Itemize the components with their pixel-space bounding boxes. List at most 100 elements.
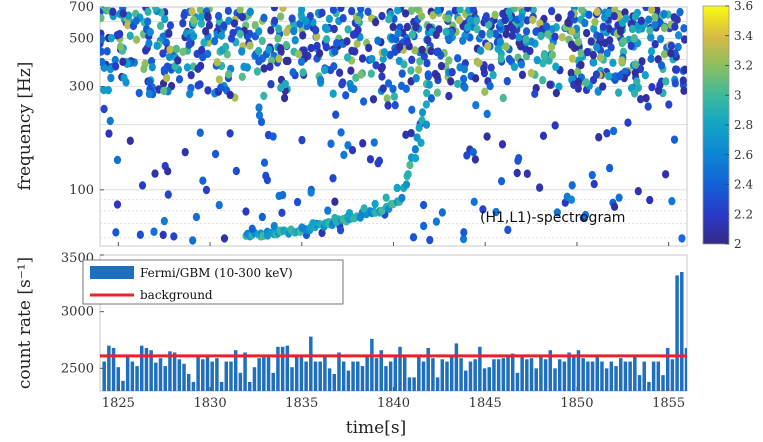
trigger-point bbox=[510, 62, 519, 72]
count-bar bbox=[121, 380, 125, 391]
trigger-point bbox=[526, 46, 534, 56]
ytick-label: 100 bbox=[69, 183, 94, 198]
trigger-point bbox=[278, 208, 286, 217]
trigger-point bbox=[445, 56, 453, 65]
count-bar bbox=[459, 358, 463, 391]
trigger-point bbox=[681, 65, 687, 74]
trigger-point bbox=[670, 13, 678, 22]
count-bar bbox=[210, 361, 214, 391]
trigger-point bbox=[145, 89, 153, 99]
trigger-point bbox=[539, 76, 547, 85]
trigger-point bbox=[165, 52, 174, 62]
trigger-point bbox=[515, 154, 523, 163]
trigger-point bbox=[427, 46, 435, 56]
trigger-point bbox=[194, 64, 202, 74]
trigger-point bbox=[454, 79, 462, 89]
trigger-point bbox=[481, 14, 490, 23]
trigger-point bbox=[427, 94, 436, 103]
trigger-point bbox=[172, 44, 181, 54]
count-bar bbox=[388, 361, 393, 391]
trigger-point bbox=[374, 36, 382, 45]
colorbar-tick-label: 2 bbox=[734, 237, 742, 251]
trigger-point bbox=[217, 83, 225, 92]
trigger-point bbox=[275, 54, 283, 63]
count-bar bbox=[614, 366, 618, 391]
trigger-point bbox=[501, 15, 509, 25]
trigger-point bbox=[680, 86, 687, 95]
trigger-point bbox=[331, 197, 339, 206]
trigger-point bbox=[472, 100, 480, 110]
count-bar bbox=[647, 381, 651, 391]
count-bar bbox=[177, 359, 182, 391]
trigger-point bbox=[620, 37, 628, 46]
trigger-point bbox=[568, 27, 576, 36]
trigger-point bbox=[185, 40, 193, 49]
trigger-point bbox=[532, 27, 540, 36]
count-bar bbox=[539, 357, 543, 391]
trigger-point bbox=[199, 176, 207, 185]
count-bar bbox=[609, 361, 614, 391]
count-bar bbox=[116, 367, 121, 391]
trigger-point bbox=[339, 14, 347, 23]
trigger-point bbox=[516, 42, 525, 51]
trigger-point bbox=[337, 7, 345, 13]
trigger-point bbox=[510, 7, 519, 13]
trigger-point bbox=[491, 10, 499, 20]
trigger-point bbox=[240, 62, 248, 72]
trigger-point bbox=[260, 64, 268, 73]
count-bar bbox=[525, 359, 529, 391]
trigger-point bbox=[246, 29, 254, 39]
count-bar bbox=[412, 377, 416, 391]
trigger-point bbox=[329, 89, 337, 98]
trigger-point bbox=[567, 10, 575, 19]
count-bar bbox=[262, 354, 266, 391]
trigger-point bbox=[651, 40, 659, 49]
count-bar bbox=[102, 361, 106, 391]
trigger-point bbox=[647, 7, 656, 14]
trigger-point bbox=[424, 70, 432, 79]
colorbar-gradient bbox=[702, 5, 730, 245]
count-bar bbox=[238, 372, 243, 391]
trigger-point bbox=[433, 47, 441, 57]
trigger-point bbox=[589, 50, 597, 60]
count-bar bbox=[313, 361, 318, 391]
trigger-point bbox=[280, 93, 289, 103]
trigger-point bbox=[630, 89, 639, 98]
trigger-point bbox=[552, 62, 560, 71]
trigger-point bbox=[548, 50, 557, 60]
trigger-point bbox=[107, 73, 115, 83]
trigger-point bbox=[546, 80, 554, 89]
count-bar bbox=[370, 338, 374, 391]
trigger-point bbox=[442, 27, 450, 37]
trigger-point bbox=[365, 43, 373, 53]
count-bar bbox=[402, 354, 407, 391]
colorbar-tick-label: 3.2 bbox=[734, 59, 753, 73]
count-bar bbox=[708, 355, 711, 391]
trigger-point bbox=[371, 17, 380, 27]
count-bar bbox=[581, 358, 585, 391]
count-bar bbox=[252, 367, 257, 391]
trigger-point bbox=[411, 46, 419, 55]
count-bar bbox=[346, 370, 351, 391]
trigger-point bbox=[358, 54, 367, 63]
trigger-point bbox=[275, 24, 283, 34]
trigger-point bbox=[196, 7, 204, 15]
legend-label-background: background bbox=[140, 288, 213, 302]
trigger-point bbox=[662, 170, 670, 179]
count-bar bbox=[704, 346, 707, 391]
trigger-point bbox=[297, 57, 306, 66]
trigger-point bbox=[409, 233, 418, 242]
trigger-point bbox=[605, 71, 613, 81]
trigger-point bbox=[505, 7, 513, 16]
trigger-point bbox=[515, 33, 523, 42]
trigger-point bbox=[393, 183, 401, 193]
trigger-point bbox=[607, 43, 615, 52]
trigger-point bbox=[621, 67, 629, 76]
count-bar bbox=[633, 357, 637, 391]
count-bar bbox=[271, 372, 275, 391]
trigger-point bbox=[460, 228, 468, 237]
trigger-point bbox=[293, 197, 302, 207]
trigger-point bbox=[188, 7, 196, 16]
count-bar bbox=[299, 354, 304, 391]
trigger-point bbox=[419, 200, 428, 210]
